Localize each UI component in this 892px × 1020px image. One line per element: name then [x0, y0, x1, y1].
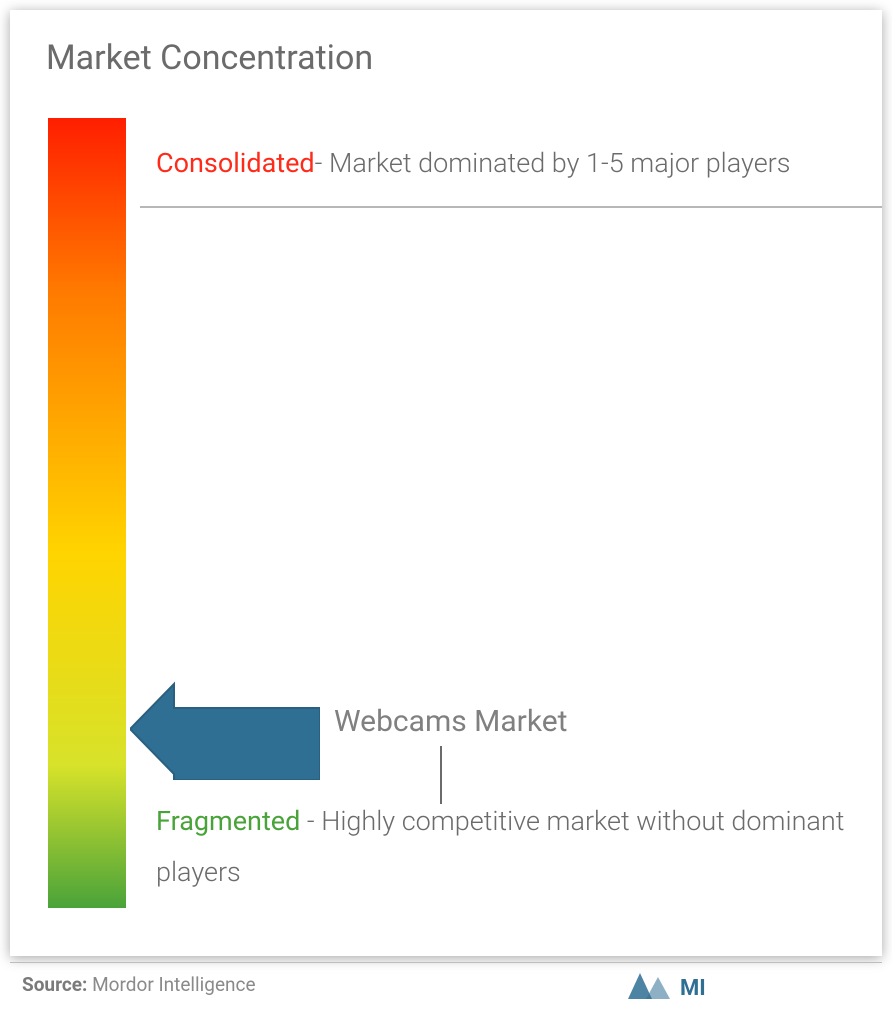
market-concentration-card: Market Concentration Consolidated- Marke…: [10, 10, 882, 956]
fragmented-lead: Fragmented: [156, 805, 300, 837]
mordor-logo-icon: MI: [626, 969, 712, 1001]
source-key: Source:: [22, 973, 87, 996]
consolidated-text: - Market dominated by 1-5 major players: [315, 147, 791, 179]
arrow-shape: [130, 684, 320, 780]
page-title: Market Concentration: [46, 38, 373, 78]
market-arrow-icon: [130, 678, 320, 780]
concentration-gradient-bar: [48, 118, 126, 908]
consolidated-caption: Consolidated- Market dominated by 1-5 ma…: [156, 138, 858, 189]
svg-text:MI: MI: [680, 976, 706, 1001]
source-value: Mordor Intelligence: [92, 973, 255, 996]
footer: Source: Mordor Intelligence MI: [10, 962, 882, 1002]
source-label: Source: Mordor Intelligence: [22, 973, 256, 996]
top-divider: [140, 206, 882, 208]
consolidated-lead: Consolidated: [156, 147, 315, 179]
market-label: Webcams Market: [334, 704, 567, 739]
fragmented-caption: Fragmented - Highly competitive market w…: [156, 796, 858, 899]
